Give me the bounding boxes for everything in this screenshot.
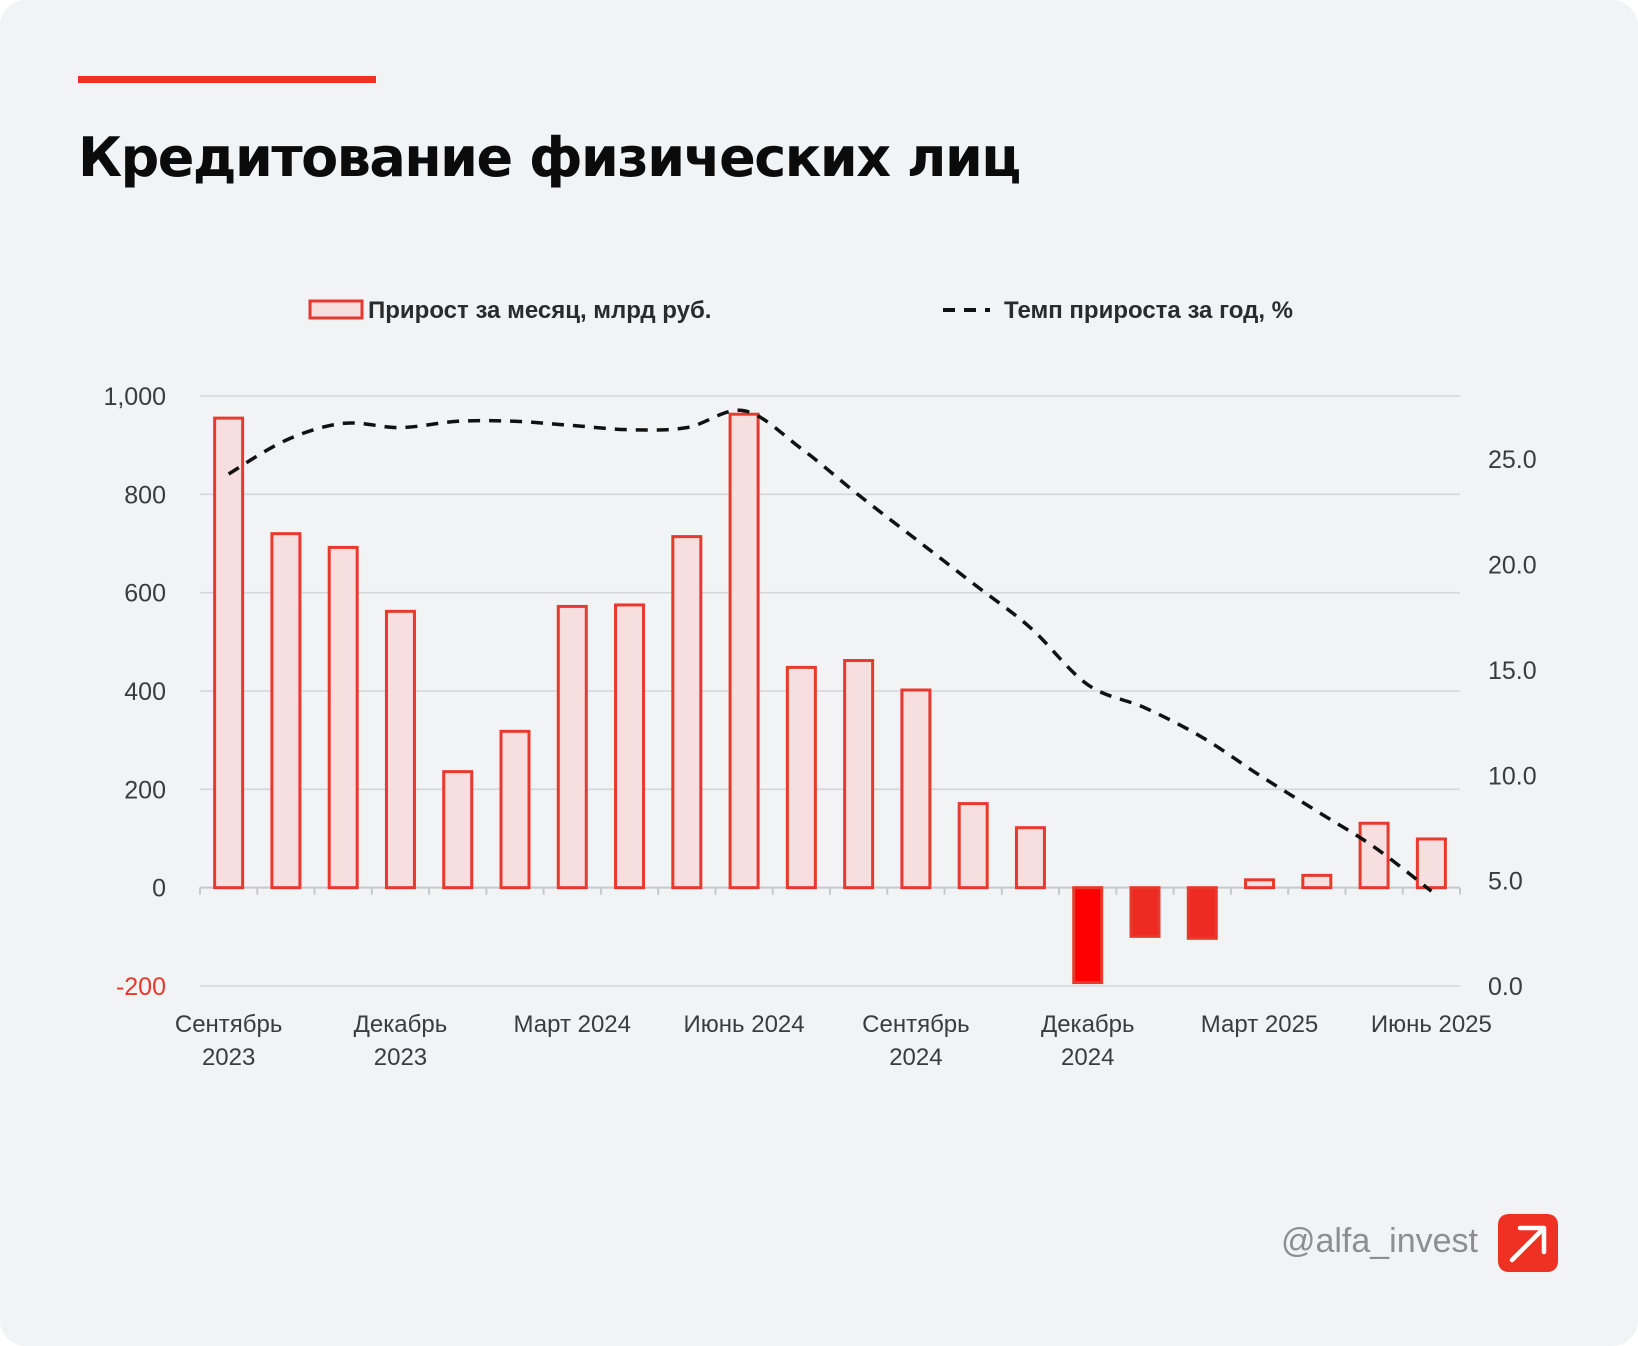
y-left-tick-label: 1,000 (103, 383, 166, 411)
bar (1129, 886, 1161, 938)
bar (843, 659, 875, 890)
alfa-logo-icon[interactable] (1498, 1214, 1558, 1272)
y-right-tick-label: 5.0 (1488, 868, 1523, 896)
brand-handle[interactable]: @alfa_invest (1280, 1222, 1478, 1260)
growth-rate-line (227, 408, 1433, 893)
y-right-tick-label: 0.0 (1488, 973, 1523, 1001)
y-axis-left: 1,000 800 600 400 200 0 -200 (103, 383, 166, 1001)
accent-bar (78, 76, 376, 83)
bar (384, 609, 416, 890)
bar (1358, 821, 1390, 890)
y-right-tick-label: 20.0 (1488, 552, 1537, 580)
bar (1415, 837, 1447, 890)
x-tick-label: Декабрь 2024 (1041, 1011, 1135, 1071)
bar (1072, 886, 1104, 985)
bar (1301, 873, 1333, 890)
line-series (227, 408, 1433, 893)
legend-bar-label: Прирост за месяц, млрд руб. (368, 297, 711, 324)
y-right-tick-label: 15.0 (1488, 657, 1537, 685)
bar (442, 770, 474, 890)
y-right-tick-label: 25.0 (1488, 446, 1537, 474)
y-left-tick-label: 600 (124, 580, 166, 608)
bar (213, 416, 245, 890)
y-right-tick-label: 10.0 (1488, 762, 1537, 790)
x-tick-label: Июнь 2025 (1371, 1011, 1492, 1038)
bar (1014, 826, 1046, 890)
x-tick-label: Июнь 2024 (684, 1011, 805, 1038)
y-left-tick-label: 0 (152, 875, 166, 903)
bar-series (213, 412, 1447, 985)
page-title: Кредитование физических лиц (78, 126, 1021, 189)
y-left-tick-label: -200 (116, 973, 166, 1001)
y-left-tick-label: 800 (124, 481, 166, 509)
x-tick-label: Март 2025 (1201, 1011, 1318, 1038)
bar (900, 688, 932, 890)
bar (671, 535, 703, 890)
bar (556, 604, 588, 890)
bar (785, 665, 817, 890)
bar (957, 802, 989, 890)
legend-bar-swatch (308, 299, 364, 320)
y-left-tick-label: 200 (124, 776, 166, 804)
y-axis-right: 25.0 20.0 15.0 10.0 5.0 0.0 (1488, 446, 1537, 1001)
x-tick-label: Сентябрь 2023 (175, 1011, 283, 1071)
bar (499, 729, 531, 890)
x-tick-label: Декабрь 2023 (354, 1011, 448, 1071)
bar (1186, 886, 1218, 940)
legend-line-label: Темп прироста за год, % (1004, 297, 1293, 324)
bar (270, 532, 302, 890)
bar (1244, 878, 1276, 890)
bar (327, 545, 359, 890)
y-left-tick-label: 400 (124, 678, 166, 706)
x-tick-label: Март 2024 (514, 1011, 631, 1038)
x-axis: Сентябрь 2023 Декабрь 2023 Март 2024 Июнь 202… (175, 1011, 1492, 1071)
legend: Прирост за месяц, млрд руб. Темп прироста… (308, 297, 1293, 324)
x-tick-label: Сентябрь 2024 (862, 1011, 970, 1071)
bar (728, 412, 760, 890)
bar (614, 603, 646, 890)
